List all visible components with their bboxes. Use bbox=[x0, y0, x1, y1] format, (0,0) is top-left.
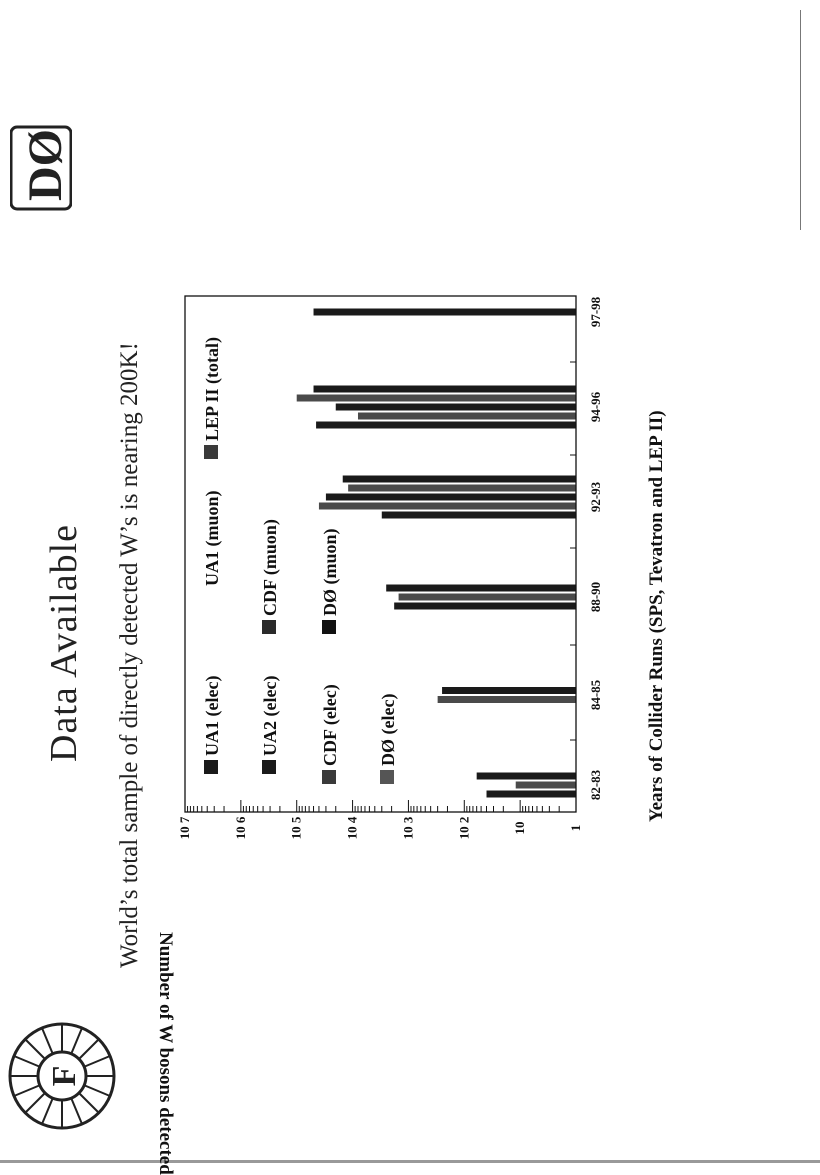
scan-edge-bottom bbox=[0, 1160, 820, 1163]
legend-label: DØ (muon) bbox=[320, 528, 341, 616]
legend-label: UA2 (elec) bbox=[260, 676, 281, 756]
legend-label: CDF (muon) bbox=[260, 519, 281, 616]
scan-edge-right bbox=[800, 10, 801, 230]
bar-94-96 bbox=[316, 421, 576, 429]
bar-88-90 bbox=[386, 584, 576, 592]
category-label: 97-98 bbox=[588, 296, 603, 327]
value-tick-label: 10 2 bbox=[456, 817, 471, 840]
bar-82-83 bbox=[515, 781, 576, 789]
bar-84-85 bbox=[442, 687, 576, 694]
value-tick-label: 1 bbox=[568, 825, 583, 832]
legend-label: UA1 (elec) bbox=[202, 676, 223, 756]
legend-label: LEP II (total) bbox=[202, 337, 223, 441]
legend-swatch bbox=[204, 445, 218, 459]
bar-94-96 bbox=[357, 412, 576, 420]
category-label: 82-83 bbox=[588, 769, 603, 800]
bar-92-93 bbox=[381, 511, 576, 519]
legend-swatch bbox=[262, 620, 276, 634]
svg-text:DØ: DØ bbox=[19, 129, 72, 201]
category-label: 92-93 bbox=[588, 481, 603, 512]
value-tick-label: 10 5 bbox=[289, 816, 304, 839]
bar-82-83 bbox=[486, 790, 576, 798]
legend-label: DØ (elec) bbox=[378, 694, 399, 766]
legend-label: UA1 (muon) bbox=[202, 490, 223, 586]
legend-swatch bbox=[204, 760, 218, 774]
legend-swatch bbox=[262, 760, 276, 774]
bar-92-93 bbox=[325, 493, 576, 501]
bar-82-83 bbox=[476, 772, 576, 780]
legend-swatch bbox=[322, 620, 336, 634]
value-tick-label: 10 3 bbox=[400, 816, 415, 839]
bar-94-96 bbox=[313, 385, 576, 393]
value-tick-label: 10 6 bbox=[233, 816, 248, 839]
bar-88-90 bbox=[394, 602, 576, 610]
fermilab-wheel-logo: F bbox=[4, 1018, 120, 1139]
bar-92-93 bbox=[318, 502, 576, 510]
value-tick-label: 10 7 bbox=[177, 816, 192, 839]
legend-label: CDF (elec) bbox=[320, 684, 341, 766]
bar-84-85 bbox=[437, 696, 576, 703]
bar-88-90 bbox=[398, 593, 576, 601]
category-label: 84-85 bbox=[588, 679, 603, 710]
legend-swatch bbox=[322, 770, 336, 784]
svg-text:F: F bbox=[46, 1066, 83, 1087]
axis-group: 1 10 10 2 10 3 10 4 10 5 10 6 10 7 82-83 84-85 88-… bbox=[177, 295, 603, 840]
legend-swatch bbox=[380, 770, 394, 784]
bar-92-93 bbox=[342, 475, 576, 483]
category-label: 88-90 bbox=[588, 582, 603, 612]
category-label: 94-96 bbox=[588, 391, 603, 422]
legend-group: UA1 (elec) UA1 (muon) LEP II (total) UA2 (e… bbox=[202, 337, 399, 784]
plot-frame bbox=[184, 295, 577, 813]
bar-92-93 bbox=[348, 484, 576, 492]
value-tick-label: 10 4 bbox=[345, 816, 360, 839]
bar-94-96 bbox=[335, 403, 576, 411]
bars-group bbox=[296, 308, 576, 798]
bar-97-98 bbox=[313, 308, 576, 316]
value-tick-label: 10 bbox=[512, 822, 527, 835]
d0-logo: DØ bbox=[9, 118, 73, 223]
bar-94-96 bbox=[296, 394, 576, 402]
